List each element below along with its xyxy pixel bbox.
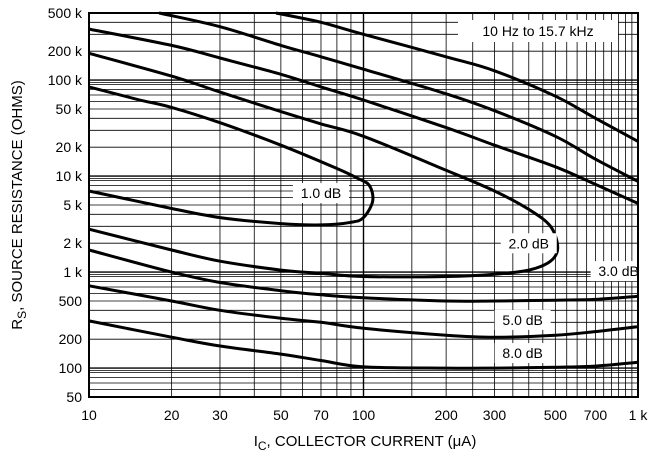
noise-curve-8 — [275, 11, 639, 143]
curve-label: 1.0 dB — [301, 185, 341, 201]
y-tick-label: 5 k — [63, 197, 83, 213]
tick-labels: 10 20 30 50 70 100 200 300 500 700 1 k 50 100 200 500 1… — [48, 5, 649, 423]
y-title-rest: , SOURCE RESISTANCE (OHMS) — [9, 80, 26, 311]
x-tick-label: 700 — [584, 407, 608, 423]
y-tick-label: 200 — [59, 331, 83, 347]
x-tick-label: 70 — [313, 407, 329, 423]
y-tick-label: 50 — [66, 389, 82, 405]
noise-curve-1 — [88, 85, 375, 227]
y-tick-label: 2 k — [63, 235, 83, 251]
curve-label-bg — [500, 233, 557, 254]
annotation-text: 10 Hz to 15.7 kHz — [482, 23, 593, 39]
y-tick-label: 20 k — [56, 139, 83, 155]
x-title-main: I — [254, 433, 258, 450]
x-tick-label: 200 — [434, 407, 458, 423]
y-title-main: R — [9, 319, 26, 330]
curve-label: 2.0 dB — [509, 235, 549, 251]
x-tick-label: 300 — [483, 407, 507, 423]
curve-labels: 1.0 dB 2.0 dB 3.0 dB 5.0 dB 8.0 dB — [292, 183, 647, 364]
x-tick-label: 500 — [544, 407, 568, 423]
annotation-bg — [458, 20, 618, 42]
noise-curve-7 — [158, 11, 639, 183]
curve-label-bg — [590, 261, 647, 282]
curve-label-bg — [494, 309, 551, 330]
x-tick-label: 30 — [212, 407, 228, 423]
curve-label-bg — [494, 343, 551, 364]
y-tick-label: 500 k — [48, 5, 83, 21]
noise-curves — [88, 11, 639, 370]
y-tick-label: 100 k — [48, 72, 83, 88]
y-tick-label: 1 k — [63, 264, 83, 280]
x-tick-label: 20 — [164, 407, 180, 423]
x-axis-title: IC, COLLECTOR CURRENT (μA) — [254, 433, 477, 453]
y-title-sub: S — [15, 311, 29, 319]
curve-label: 3.0 dB — [598, 263, 638, 279]
x-tick-label: 10 — [81, 407, 97, 423]
y-tick-label: 500 — [59, 293, 83, 309]
x-tick-label: 1 k — [629, 407, 649, 423]
noise-curve-3 — [88, 248, 639, 303]
curve-label-bg — [292, 183, 349, 204]
y-tick-label: 10 k — [56, 168, 83, 184]
noise-curve-2 — [88, 51, 560, 279]
y-tick-label: 200 k — [48, 43, 83, 59]
y-tick-label: 100 — [59, 360, 83, 376]
y-axis-title: RS, SOURCE RESISTANCE (OHMS) — [9, 80, 29, 329]
plot-frame — [88, 12, 639, 398]
noise-curve-4 — [88, 284, 639, 339]
x-tick-label: 50 — [273, 407, 289, 423]
y-tick-label: 50 k — [56, 101, 83, 117]
curve-label: 8.0 dB — [502, 345, 542, 361]
x-title-sub: C — [258, 439, 267, 453]
noise-curve-5 — [88, 319, 639, 370]
frequency-annotation: 10 Hz to 15.7 kHz — [458, 20, 618, 42]
noise-curve-6 — [88, 27, 639, 205]
curve-label: 5.0 dB — [502, 312, 542, 328]
x-title-rest: , COLLECTOR CURRENT (μA) — [267, 433, 477, 450]
x-tick-label: 100 — [352, 407, 376, 423]
